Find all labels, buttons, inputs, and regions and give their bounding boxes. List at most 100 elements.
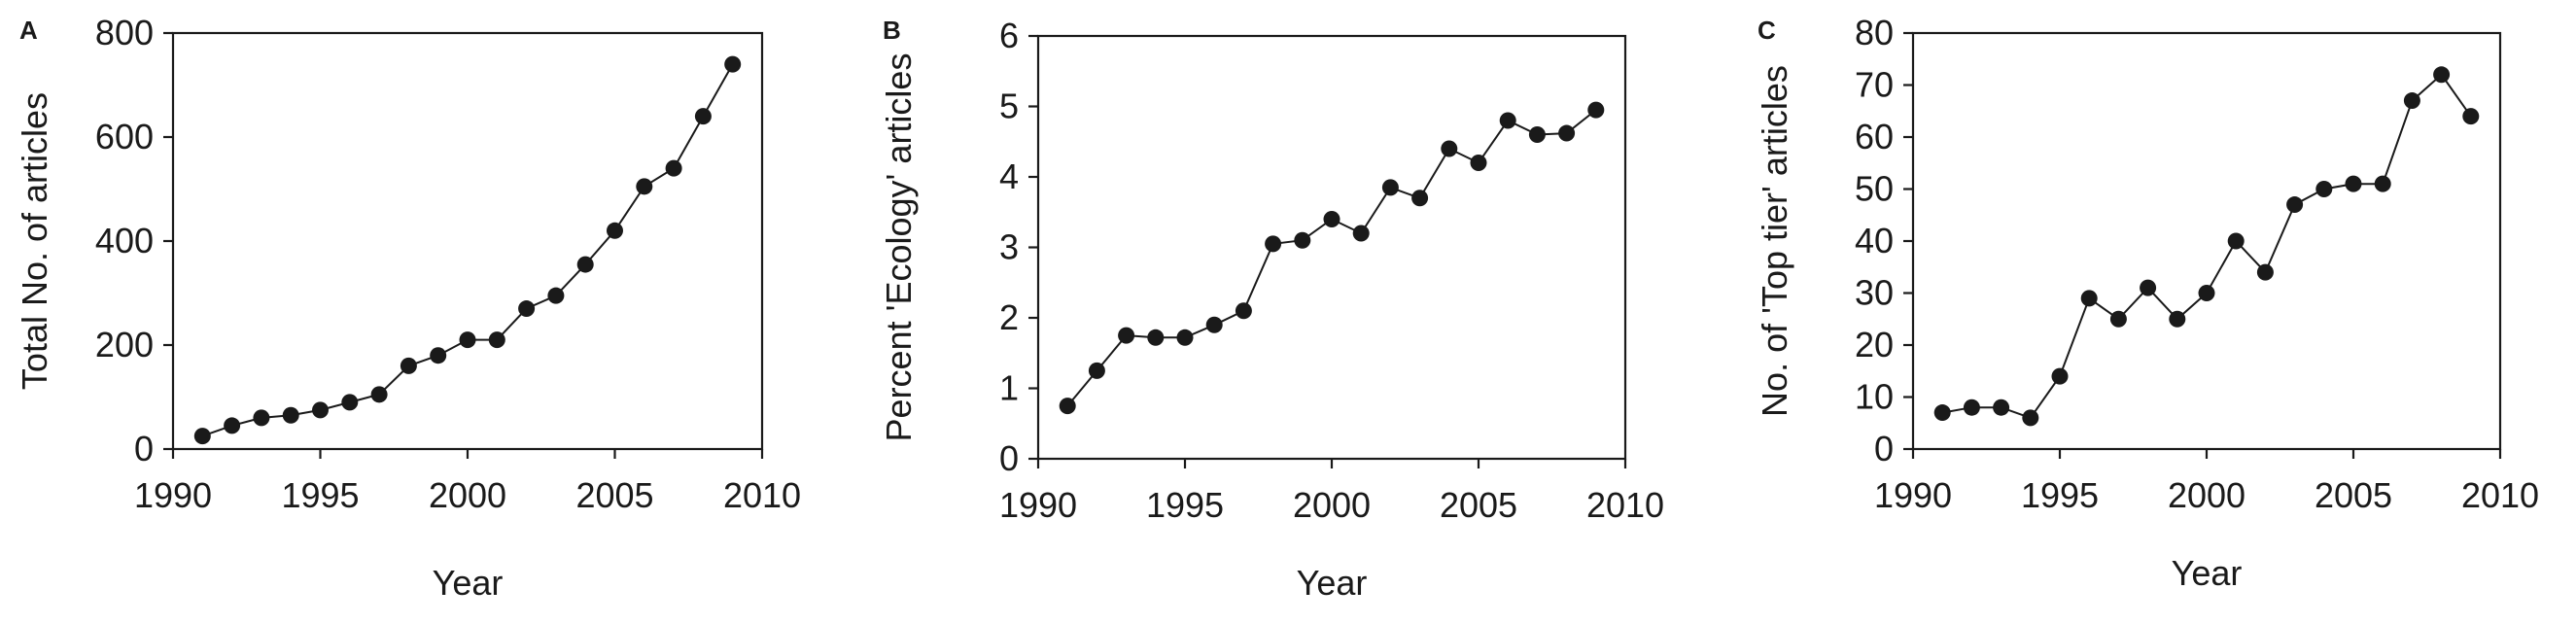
x-axis-title: Year [2172,553,2243,593]
data-point [1411,190,1429,207]
data-point [459,331,476,349]
x-axis-title: Year [433,563,504,603]
y-tick-label: 50 [1855,169,1894,209]
data-point [2256,263,2274,281]
x-tick-label: 2005 [2315,475,2392,515]
data-point [2403,92,2420,110]
data-point [370,386,388,403]
data-point [2462,108,2480,125]
x-tick-label: 2010 [1586,485,1664,525]
data-point [253,409,270,427]
data-point [518,300,536,318]
data-point [2315,181,2333,197]
data-point [2051,367,2069,385]
y-axis-title: Percent 'Ecology' articles [879,53,919,442]
x-tick-label: 2000 [429,475,506,515]
y-tick-label: 0 [1874,429,1894,468]
data-point [547,287,565,304]
data-point [694,108,712,125]
y-axis-title: Total No. of articles [15,92,54,390]
plot-frame [171,31,764,451]
y-tick-label: 5 [999,87,1019,126]
y-tick-label: 20 [1855,325,1894,364]
data-point [1294,231,1311,249]
data-point [2433,66,2451,84]
data-point [1933,404,1951,422]
data-point [1381,179,1399,196]
data-point [1499,112,1516,129]
chart-panel-c: 0 10 20 30 40 50 60 70 80 1990 1995 2000 2005 2010 Yea… [1755,13,2539,593]
data-point [2227,232,2245,250]
y-tick-label: 30 [1855,273,1894,313]
series-line [201,63,734,437]
y-tick-label: 40 [1855,221,1894,260]
data-point [2286,196,2304,214]
y-tick-label: 2 [999,297,1019,337]
plot-frame [1036,34,1627,461]
data-point [1587,101,1605,119]
data-point [2169,310,2186,328]
series-line [1942,73,2472,420]
data-point [430,347,447,364]
x-tick-label: 2000 [2168,475,2245,515]
data-point [193,428,211,445]
data-point [1352,225,1370,242]
x-tick-label: 2000 [1293,485,1371,525]
data-point [224,417,241,434]
data-point [2022,409,2039,427]
data-point [2109,310,2127,328]
data-point [1323,211,1340,227]
data-point [400,357,417,374]
y-tick-label: 10 [1855,377,1894,417]
x-axis-title: Year [1297,563,1368,603]
data-point [1993,399,2010,416]
x-tick-label: 2005 [575,475,653,515]
data-point [1147,329,1165,346]
y-tick-label: 800 [95,13,154,52]
x-tick-label: 1995 [2021,475,2099,515]
data-point [1235,302,1252,320]
y-tick-label: 4 [999,156,1019,196]
data-point [636,178,653,195]
y-tick-label: 600 [95,117,154,156]
x-tick-label: 1990 [999,485,1077,525]
data-point [2080,290,2098,307]
data-point [576,256,594,273]
data-point [282,406,299,424]
series-line [1066,109,1597,407]
data-point [1441,140,1458,157]
data-point [607,222,623,239]
data-point [1088,362,1105,379]
data-point [1558,124,1576,142]
y-axis-title: No. of 'Top tier' articles [1755,65,1794,417]
y-tick-label: 3 [999,227,1019,267]
data-point [2198,285,2215,301]
data-point [2140,279,2157,296]
y-tick-label: 80 [1855,13,1894,52]
data-point [488,331,505,349]
x-tick-label: 2010 [2461,475,2539,515]
y-tick-label: 70 [1855,65,1894,105]
y-tick-label: 200 [95,325,154,364]
x-tick-label: 2010 [723,475,801,515]
data-point [665,159,682,177]
y-tick-label: 0 [134,429,154,468]
data-point [1176,329,1194,346]
data-point [1205,316,1223,333]
data-point [1118,327,1135,344]
panel-label: B [883,16,901,45]
x-tick-label: 1990 [134,475,212,515]
y-tick-label: 0 [999,438,1019,478]
data-point [1265,235,1282,253]
data-point [1470,155,1487,171]
data-point [1059,398,1076,415]
y-tick-label: 400 [95,221,154,260]
x-tick-label: 1990 [1874,475,1952,515]
x-tick-label: 2005 [1440,485,1517,525]
y-tick-label: 60 [1855,117,1894,156]
data-point [341,394,359,411]
y-tick-label: 6 [999,16,1019,55]
data-point [2374,175,2391,192]
x-tick-label: 1995 [1146,485,1224,525]
